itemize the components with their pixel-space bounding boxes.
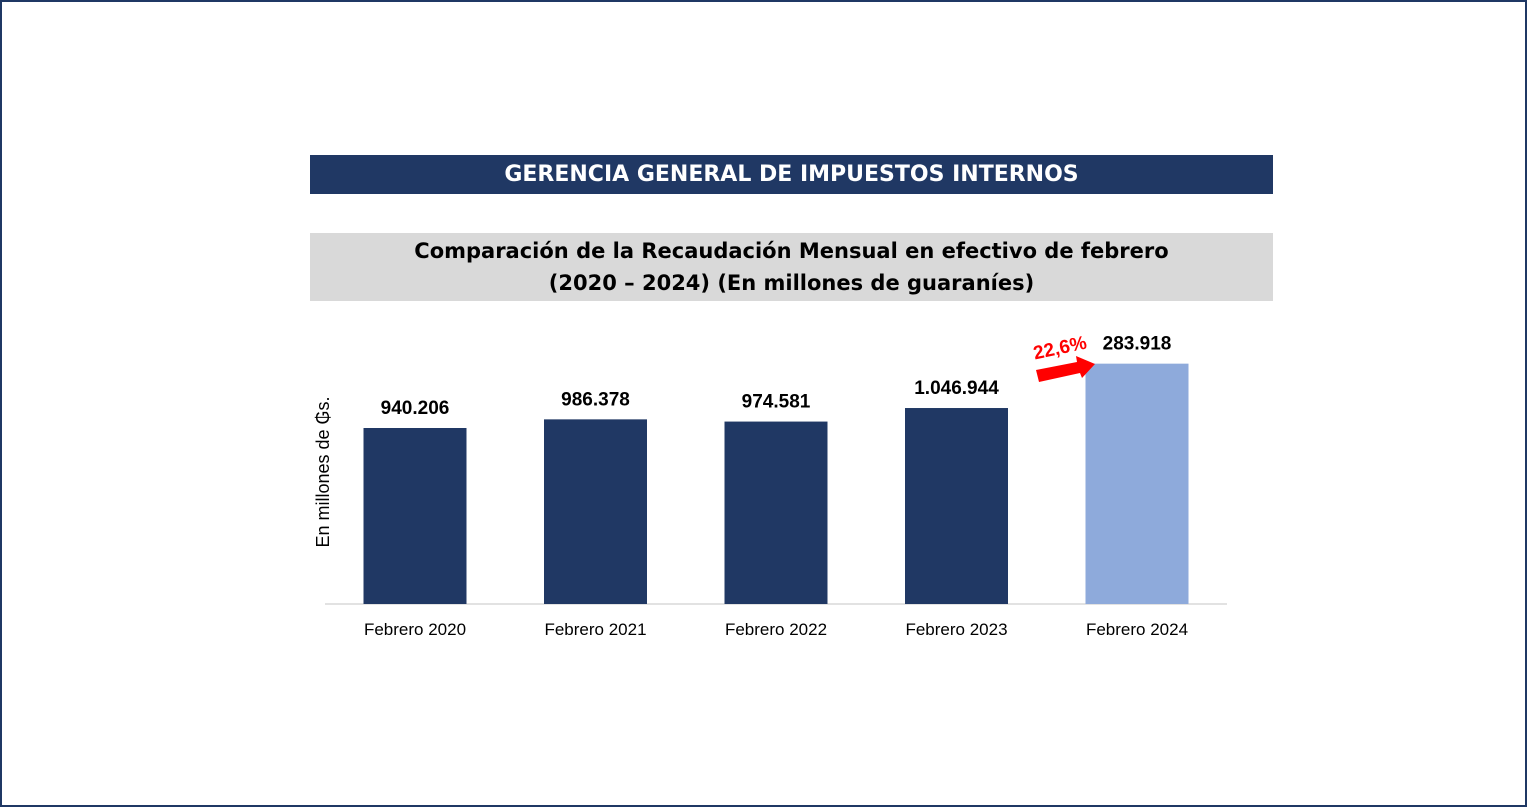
bar-0 — [363, 428, 467, 604]
data-label-4: 283.918 — [1103, 334, 1172, 355]
data-label-1: 986.378 — [561, 389, 630, 410]
x-tick-label-4: Febrero 2024 — [1086, 620, 1188, 639]
x-tick-label-1: Febrero 2021 — [544, 620, 646, 639]
chart-title: Comparación de la Recaudación Mensual en… — [310, 233, 1273, 301]
bar-1 — [544, 419, 647, 604]
data-label-3: 1.046.944 — [914, 378, 999, 399]
x-tick-label-3: Febrero 2023 — [905, 620, 1007, 639]
data-label-0: 940.206 — [381, 398, 450, 419]
bar-4 — [1085, 363, 1189, 604]
header-banner: GERENCIA GENERAL DE IMPUESTOS INTERNOS — [310, 155, 1273, 194]
x-tick-label-0: Febrero 2020 — [364, 620, 466, 639]
chart-title-line-1: Comparación de la Recaudación Mensual en… — [414, 239, 1169, 263]
data-label-2: 974.581 — [742, 392, 811, 413]
x-tick-label-2: Febrero 2022 — [725, 620, 827, 639]
bar-2 — [724, 421, 828, 604]
y-axis-label: En millones de ₲s. — [313, 396, 333, 547]
arrow-right-icon — [1036, 356, 1095, 382]
chart-title-line-2: (2020 – 2024) (En millones de guaraníes) — [548, 271, 1035, 295]
bar-3 — [905, 408, 1008, 604]
